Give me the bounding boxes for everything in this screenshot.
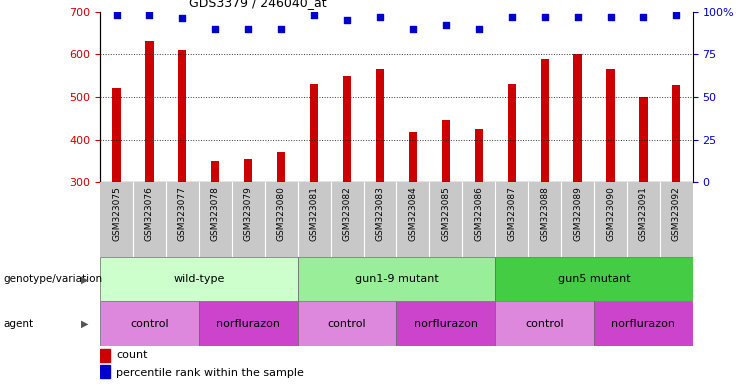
Bar (343, 76, 351, 182)
Bar (508, 84, 516, 182)
Bar (495, 301, 594, 346)
Text: norflurazon: norflurazon (216, 318, 280, 329)
Point (110, 12, 122, 18)
Bar (100, 349, 110, 362)
Text: ▶: ▶ (82, 318, 89, 329)
Text: GSM323091: GSM323091 (639, 186, 648, 241)
Bar (179, 50, 187, 182)
Text: control: control (525, 318, 564, 329)
Text: norflurazon: norflurazon (611, 318, 676, 329)
Bar (594, 301, 693, 346)
Text: GSM323080: GSM323080 (276, 186, 286, 241)
Point (242, 25, 254, 31)
Bar (100, 257, 298, 301)
Point (506, 13, 518, 20)
Bar (310, 84, 318, 182)
Text: GSM323076: GSM323076 (145, 186, 154, 241)
Bar (442, 121, 450, 182)
Text: GSM323079: GSM323079 (244, 186, 253, 241)
Bar (113, 88, 121, 182)
Point (440, 22, 452, 28)
Text: GSM323078: GSM323078 (210, 186, 220, 241)
Bar (277, 152, 285, 182)
Bar (495, 257, 693, 301)
Text: GDS3379 / 246040_at: GDS3379 / 246040_at (189, 0, 327, 9)
Bar (298, 301, 396, 346)
Bar (100, 301, 199, 346)
Bar (145, 41, 153, 182)
Bar (639, 97, 648, 182)
Bar (199, 301, 298, 346)
Text: GSM323083: GSM323083 (376, 186, 385, 241)
Text: genotype/variation: genotype/variation (4, 274, 103, 285)
Text: GSM323077: GSM323077 (178, 186, 187, 241)
Text: GSM323081: GSM323081 (310, 186, 319, 241)
Text: ▶: ▶ (82, 274, 89, 285)
Point (637, 13, 649, 20)
Point (671, 12, 682, 18)
Point (176, 15, 188, 22)
Text: GSM323084: GSM323084 (408, 186, 417, 241)
Text: wild-type: wild-type (173, 274, 225, 285)
Text: GSM323090: GSM323090 (606, 186, 615, 241)
Bar (475, 129, 483, 182)
Text: GSM323092: GSM323092 (672, 186, 681, 241)
Bar (376, 69, 384, 182)
Point (210, 25, 222, 31)
Text: GSM323088: GSM323088 (540, 186, 549, 241)
Text: percentile rank within the sample: percentile rank within the sample (116, 367, 305, 377)
Text: GSM323087: GSM323087 (507, 186, 516, 241)
Bar (574, 54, 582, 182)
Text: agent: agent (4, 318, 34, 329)
Bar (211, 161, 219, 182)
Point (374, 13, 386, 20)
Text: gun1-9 mutant: gun1-9 mutant (354, 274, 439, 285)
Bar (409, 132, 417, 182)
Text: GSM323075: GSM323075 (112, 186, 121, 241)
Bar (100, 365, 110, 379)
Point (539, 13, 551, 20)
Bar (244, 159, 253, 182)
Bar (672, 85, 680, 182)
Text: gun5 mutant: gun5 mutant (558, 274, 631, 285)
Text: GSM323086: GSM323086 (474, 186, 483, 241)
Bar (298, 257, 495, 301)
Text: norflurazon: norflurazon (413, 318, 478, 329)
Text: GSM323089: GSM323089 (573, 186, 582, 241)
Bar (606, 69, 614, 182)
Point (473, 25, 485, 31)
Point (341, 17, 353, 23)
Point (407, 25, 419, 31)
Text: control: control (328, 318, 366, 329)
Text: GSM323082: GSM323082 (342, 186, 351, 241)
Text: GSM323085: GSM323085 (442, 186, 451, 241)
Point (144, 12, 156, 18)
Text: control: control (130, 318, 169, 329)
Point (275, 25, 287, 31)
Point (605, 13, 617, 20)
Bar (540, 58, 549, 182)
Point (571, 13, 583, 20)
Bar (396, 301, 495, 346)
Point (308, 12, 320, 18)
Text: count: count (116, 350, 148, 360)
